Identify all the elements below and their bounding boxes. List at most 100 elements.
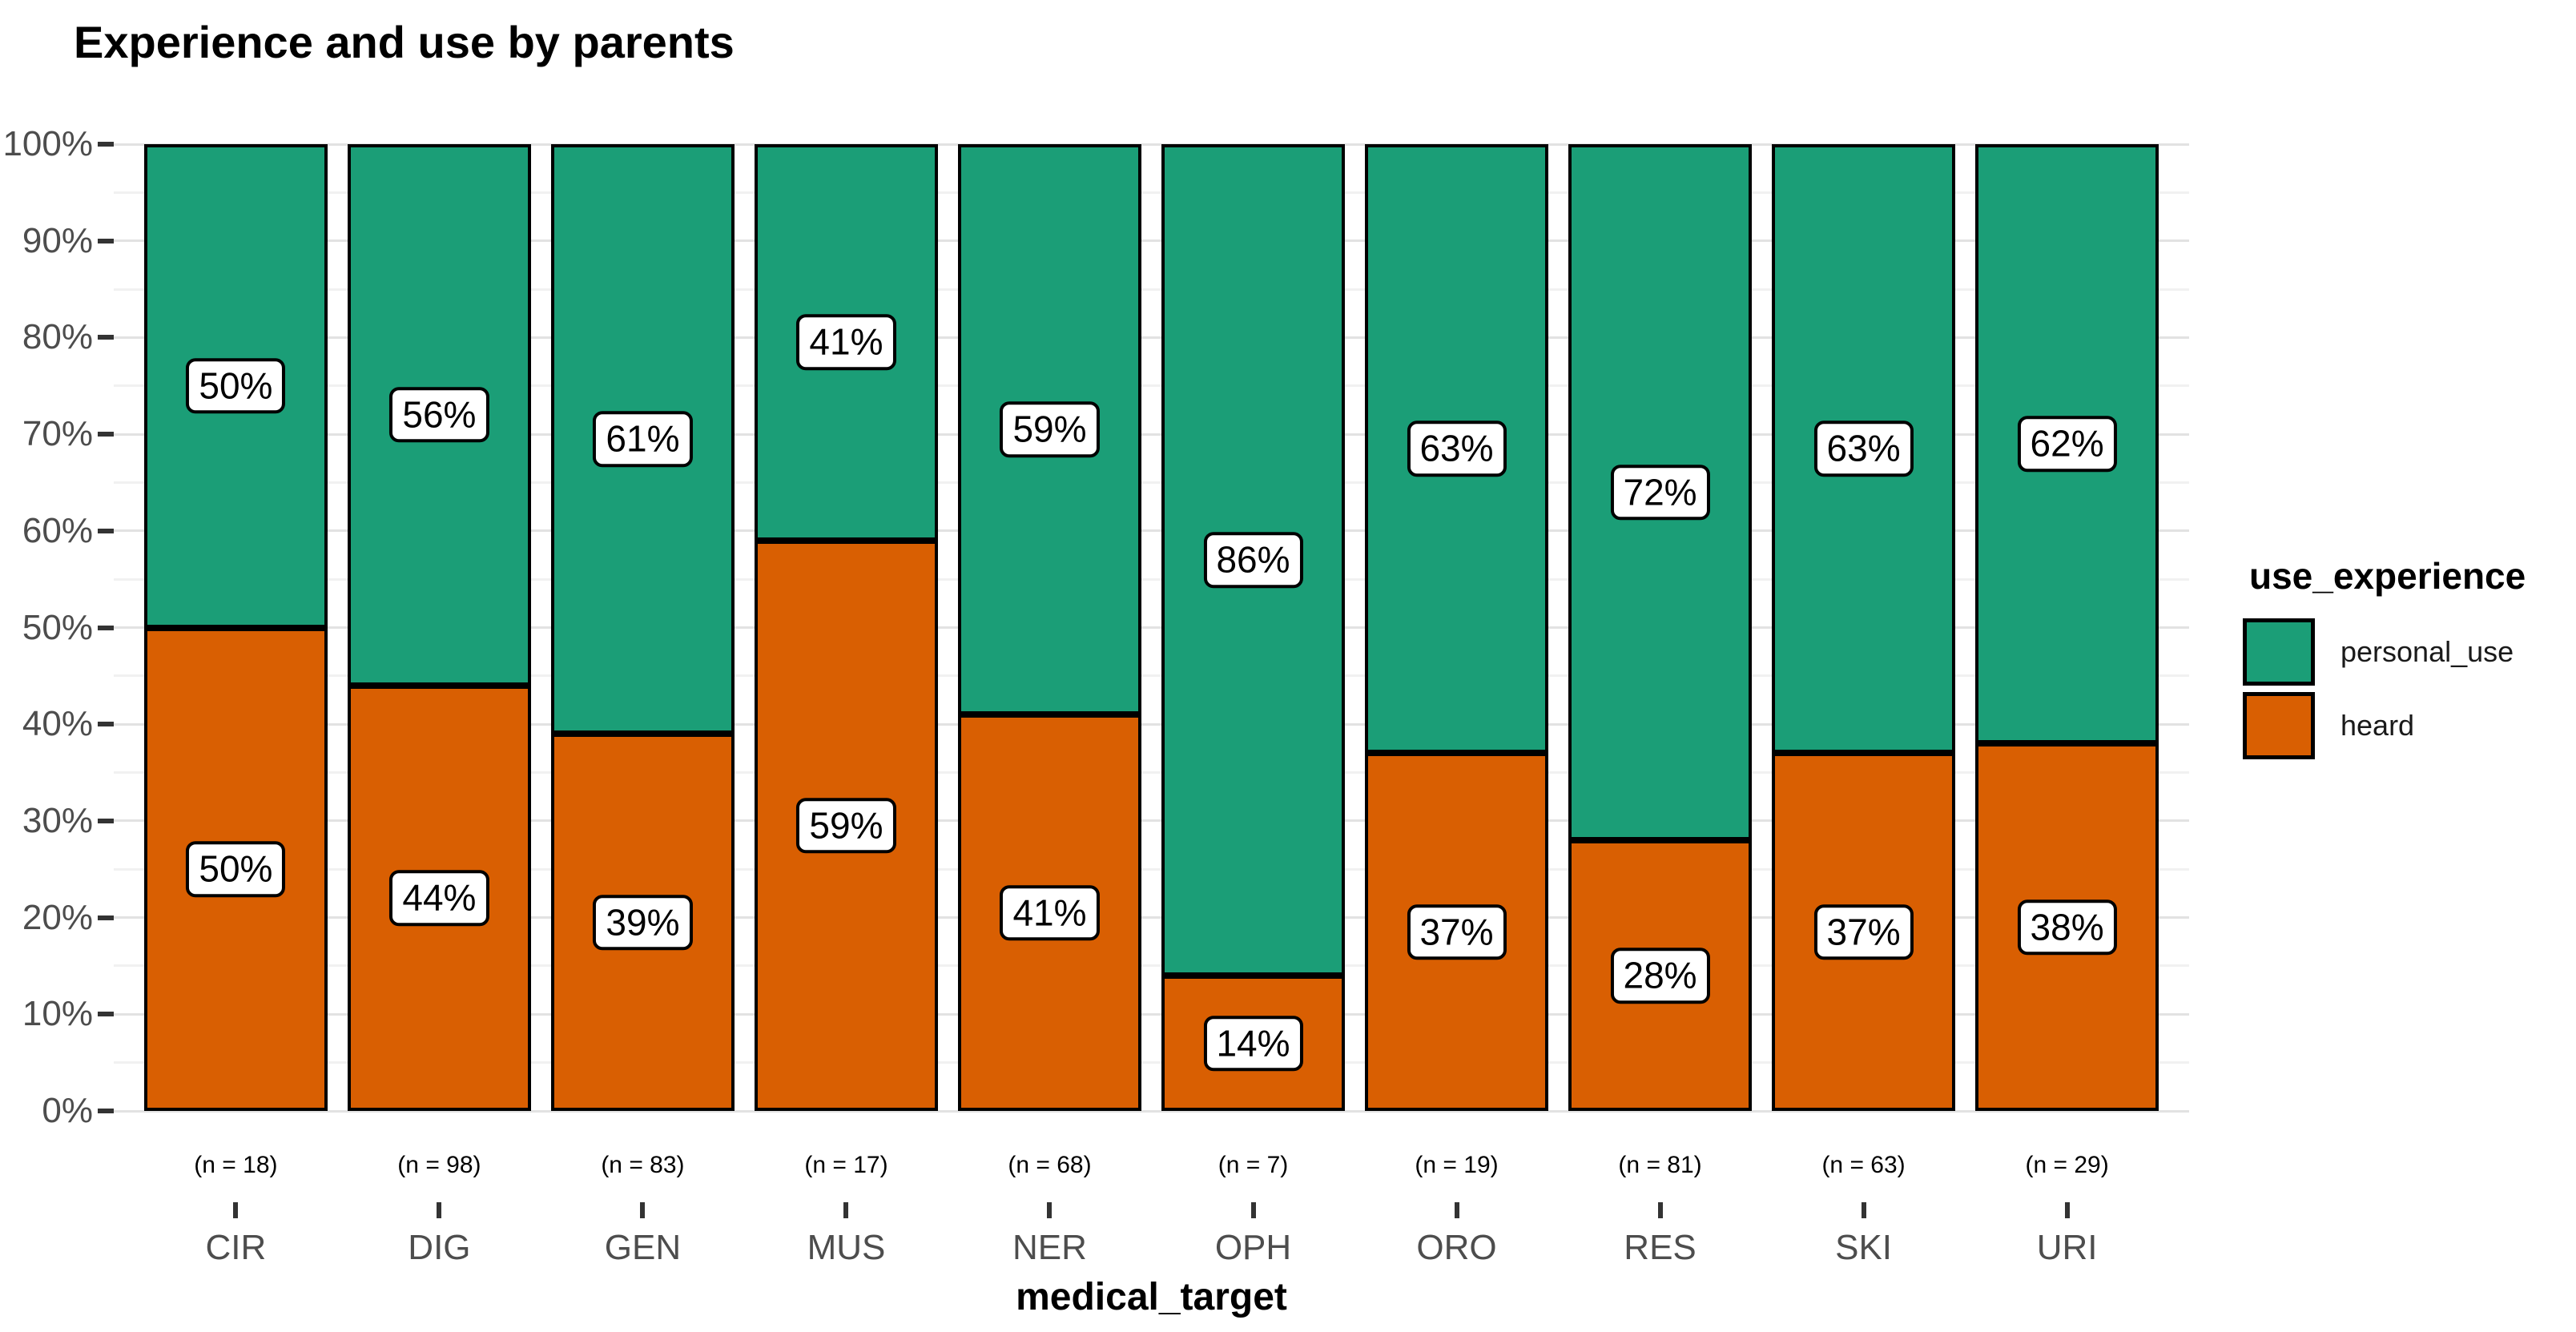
y-axis-tick: [98, 142, 114, 147]
y-axis-label-10: 10%: [22, 994, 93, 1034]
x-axis-label-GEN: GEN: [604, 1228, 682, 1267]
legend-title: use_experience: [2249, 555, 2526, 597]
y-axis-tick: [98, 335, 114, 340]
major-gridline: [114, 143, 2189, 146]
y-axis-tick: [98, 915, 114, 920]
legend-swatch-heard: [2243, 692, 2315, 759]
bar-value-label-heard-OPH: 14%: [1203, 1015, 1303, 1072]
bar-value-label-personal-use-RES: 72%: [1610, 464, 1710, 521]
bar-segment-personal-use-NER: [958, 144, 1141, 715]
x-axis-tick: [843, 1202, 849, 1218]
legend-item-label: heard: [2341, 709, 2415, 742]
bar-value-label-heard-SKI: 37%: [1813, 903, 1914, 960]
bar-value-label-personal-use-URI: 62%: [2017, 416, 2117, 472]
x-axis-label-ORO: ORO: [1416, 1228, 1497, 1267]
y-axis-label-70: 70%: [22, 414, 93, 454]
x-axis-tick: [1861, 1202, 1866, 1218]
major-gridline: [114, 722, 2189, 726]
major-gridline: [114, 336, 2189, 339]
bar-value-label-personal-use-OPH: 86%: [1203, 532, 1303, 588]
y-axis-tick: [98, 432, 114, 437]
y-axis-label-30: 30%: [22, 800, 93, 840]
bar-segment-personal-use-DIG: [348, 144, 531, 686]
x-axis-label-MUS: MUS: [807, 1228, 886, 1267]
y-axis-tick: [98, 238, 114, 243]
chart-title: Experience and use by parents: [74, 17, 735, 67]
x-axis-label-OPH: OPH: [1214, 1228, 1292, 1267]
sample-size-label-DIG: (n = 98): [397, 1152, 481, 1178]
x-axis-label-CIR: CIR: [205, 1228, 267, 1267]
y-axis-tick: [98, 625, 114, 630]
x-axis-tick: [1250, 1202, 1256, 1218]
legend-swatch-personal_use: [2243, 618, 2315, 686]
bar-value-label-personal-use-GEN: 61%: [593, 411, 693, 467]
major-gridline: [114, 529, 2189, 533]
y-axis-tick: [98, 528, 114, 533]
bar-value-label-heard-GEN: 39%: [593, 894, 693, 951]
y-axis-tick: [98, 818, 114, 823]
plot-panel: 50% 50% 56% 44% 61% 39% 41% 59% 59% 41% 86% 14% 63% 3…: [114, 139, 2189, 1199]
y-axis-label-60: 60%: [22, 510, 93, 550]
bar-value-label-personal-use-MUS: 41%: [796, 314, 896, 371]
y-axis-label-40: 40%: [22, 704, 93, 744]
legend-item-label: personal_use: [2341, 635, 2514, 668]
y-axis-label-80: 80%: [22, 317, 93, 357]
sample-size-label-CIR: (n = 18): [194, 1152, 278, 1178]
bar-value-label-heard-MUS: 59%: [796, 798, 896, 854]
y-axis-tick: [98, 1012, 114, 1017]
y-axis-label-100: 100%: [2, 124, 93, 163]
y-axis-label-0: 0%: [42, 1091, 93, 1130]
y-axis-tick: [98, 722, 114, 727]
bar-value-label-heard-ORO: 37%: [1407, 903, 1507, 960]
minor-gridline: [114, 964, 2189, 968]
x-axis-label-RES: RES: [1624, 1228, 1697, 1267]
x-axis-tick: [1047, 1202, 1053, 1218]
minor-gridline: [114, 771, 2189, 775]
y-axis-label-20: 20%: [22, 897, 93, 937]
major-gridline: [114, 433, 2189, 436]
sample-size-label-MUS: (n = 17): [804, 1152, 888, 1178]
y-axis-label-50: 50%: [22, 607, 93, 647]
bar-value-label-heard-URI: 38%: [2017, 899, 2117, 956]
sample-size-label-OPH: (n = 7): [1218, 1152, 1289, 1178]
legend-item-personal_use: personal_use: [2243, 618, 2571, 686]
x-axis-tick: [640, 1202, 646, 1218]
x-axis-tick: [233, 1202, 239, 1218]
bar-value-label-heard-DIG: 44%: [389, 870, 489, 927]
y-axis-label-90: 90%: [22, 220, 93, 260]
bar-value-label-heard-RES: 28%: [1610, 948, 1710, 1004]
sample-size-label-RES: (n = 81): [1618, 1152, 1702, 1178]
bar-segment-personal-use-RES: [1568, 144, 1752, 841]
minor-gridline: [114, 288, 2189, 291]
x-axis-tick: [2064, 1202, 2070, 1218]
sample-size-label-SKI: (n = 63): [1821, 1152, 1906, 1178]
bar-value-label-personal-use-CIR: 50%: [186, 358, 286, 414]
x-axis-label-DIG: DIG: [408, 1228, 471, 1267]
x-axis-tick: [1454, 1202, 1459, 1218]
sample-size-label-GEN: (n = 83): [601, 1152, 685, 1178]
minor-gridline: [114, 867, 2189, 871]
legend-item-heard: heard: [2243, 692, 2571, 759]
minor-gridline: [114, 481, 2189, 484]
minor-gridline: [114, 384, 2189, 388]
bar-segment-heard-URI: [1975, 743, 2159, 1111]
minor-gridline: [114, 191, 2189, 194]
minor-gridline: [114, 674, 2189, 678]
major-gridline: [114, 239, 2189, 243]
major-gridline: [114, 916, 2189, 920]
x-axis-label-URI: URI: [2036, 1228, 2098, 1267]
sample-size-label-URI: (n = 29): [2025, 1152, 2109, 1178]
major-gridline: [114, 1012, 2189, 1016]
sample-size-label-ORO: (n = 19): [1415, 1152, 1499, 1178]
bar-value-label-heard-CIR: 50%: [186, 841, 286, 897]
minor-gridline: [114, 577, 2189, 581]
x-axis-tick: [437, 1202, 442, 1218]
y-axis-tick: [98, 1109, 114, 1113]
major-gridline: [114, 1109, 2189, 1113]
minor-gridline: [114, 1061, 2189, 1064]
bar-value-label-personal-use-ORO: 63%: [1407, 421, 1507, 477]
sample-size-label-NER: (n = 68): [1008, 1152, 1092, 1178]
